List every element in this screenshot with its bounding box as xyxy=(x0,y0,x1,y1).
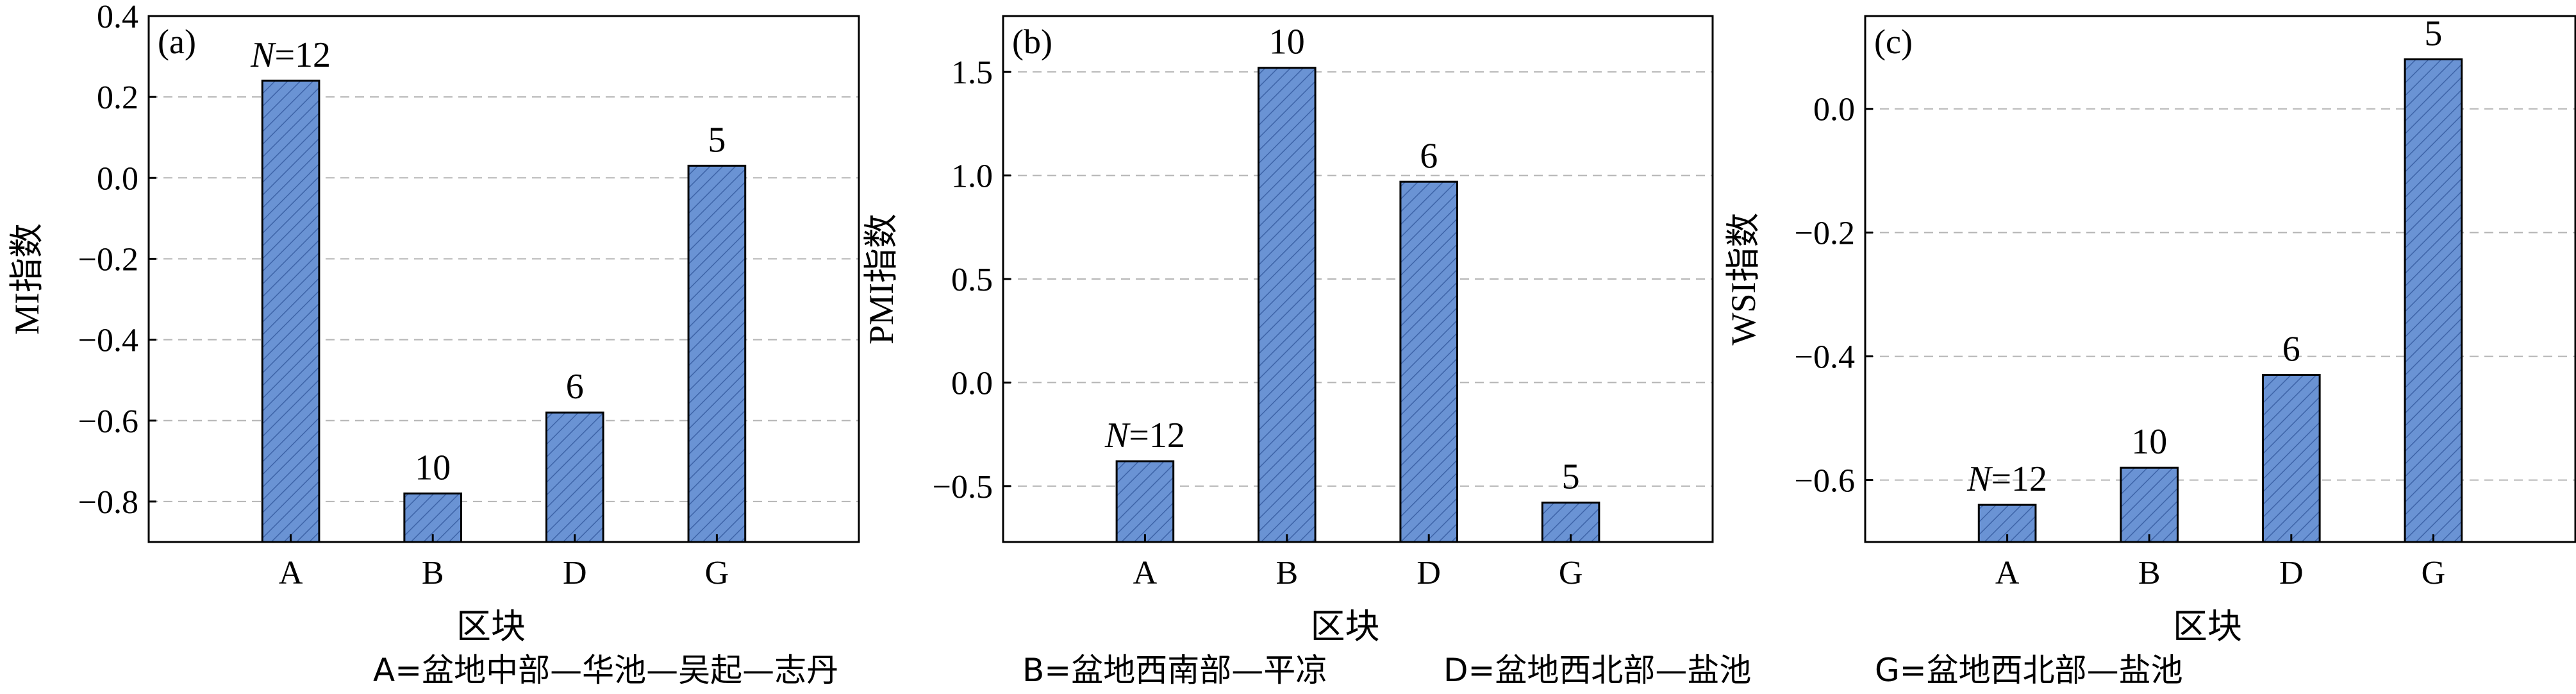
bar-B xyxy=(1258,67,1317,543)
y-tick-label: −0.6 xyxy=(1795,463,1855,500)
y-tick-label: −0.4 xyxy=(1795,339,1855,376)
x-tick-label: B xyxy=(422,555,444,591)
x-tick-label: D xyxy=(563,555,587,591)
legend-entry-d: D=盆地西北部—盐池 xyxy=(1443,652,1752,689)
bar-label-G: 5 xyxy=(1562,457,1580,497)
chart-figure: N=12 A 10 B 6 D 5 G −0.8 −0.6 −0.4 −0.2 0.0 0.2 0.4 (a)… xyxy=(8,0,2576,641)
y-tick-label: −0.2 xyxy=(1795,216,1855,252)
bar-label-B: 10 xyxy=(2131,422,2167,462)
bar-A xyxy=(261,80,320,543)
x-tick-label: A xyxy=(1133,555,1158,591)
bar-D xyxy=(1399,180,1458,543)
panel-label: (b) xyxy=(1012,22,1052,61)
y-tick-label: 1.0 xyxy=(951,158,993,195)
bar-G xyxy=(2404,58,2463,543)
x-tick-label: A xyxy=(279,555,303,591)
y-tick-label: −0.6 xyxy=(78,403,138,440)
x-tick-label: G xyxy=(1559,555,1583,591)
y-tick-label: −0.8 xyxy=(78,484,138,521)
plot-frame xyxy=(1002,15,1714,543)
legend-entry-g: G=盆地西北部—盐池 xyxy=(1875,652,2183,689)
legend: A=盆地中部—华池—吴起—志丹 B=盆地西南部—平凉 D=盆地西北部—盐池 G=… xyxy=(0,645,2576,690)
x-axis-label: 区块 xyxy=(2173,607,2242,641)
y-tick-label: −0.5 xyxy=(933,469,993,505)
y-axis-label: WSI指数 xyxy=(1724,213,1763,346)
x-tick-label: B xyxy=(2138,555,2161,591)
x-axis-label: 区块 xyxy=(1311,607,1380,641)
panel-label: (a) xyxy=(158,22,196,61)
panel-label: (c) xyxy=(1874,22,1913,61)
legend-entry-a: A=盆地中部—华池—吴起—志丹 xyxy=(373,652,839,689)
legend-entry-b: B=盆地西南部—平凉 xyxy=(1022,652,1328,689)
bar-label-A: N=12 xyxy=(250,35,331,75)
bar-label-B: 10 xyxy=(1269,22,1305,62)
x-tick-label: D xyxy=(1417,555,1441,591)
x-tick-label: B xyxy=(1276,555,1298,591)
bar-B xyxy=(403,492,463,543)
x-tick-label: D xyxy=(2279,555,2304,591)
x-axis-label: 区块 xyxy=(456,607,526,641)
bar-A xyxy=(1115,460,1175,543)
y-axis-label: MI指数 xyxy=(8,223,46,335)
y-tick-label: 1.5 xyxy=(951,55,993,91)
x-tick-label: G xyxy=(705,555,729,591)
bar-label-D: 6 xyxy=(2282,330,2300,369)
chart-panel-1: N=12 A 10 B 6 D 5 G −0.8 −0.6 −0.4 −0.2 0.0 0.2 0.4 (a)… xyxy=(8,0,860,641)
bar-label-G: 5 xyxy=(2424,14,2442,54)
y-tick-label: 0.0 xyxy=(951,365,993,402)
bar-D xyxy=(545,411,604,543)
y-tick-label: 0.0 xyxy=(1813,92,1855,128)
y-tick-label: 0.2 xyxy=(97,80,138,116)
bar-label-B: 10 xyxy=(415,448,451,487)
bar-D xyxy=(2261,374,2321,543)
plot-frame xyxy=(1864,15,2576,543)
bar-label-A: N=12 xyxy=(1966,459,2047,499)
bar-label-A: N=12 xyxy=(1104,416,1185,455)
bar-label-D: 6 xyxy=(566,367,584,407)
bar-label-G: 5 xyxy=(708,120,726,160)
x-tick-label: A xyxy=(1995,555,2020,591)
y-tick-label: 0.0 xyxy=(97,160,138,197)
y-tick-label: 0.5 xyxy=(951,262,993,298)
bar-label-D: 6 xyxy=(1420,136,1438,176)
y-axis-label: PMI指数 xyxy=(862,214,901,344)
y-tick-label: −0.4 xyxy=(78,323,138,359)
bar-G xyxy=(687,164,747,543)
plot-frame xyxy=(147,15,860,543)
x-tick-label: G xyxy=(2422,555,2446,591)
y-tick-label: −0.2 xyxy=(78,241,138,278)
y-tick-label: 0.4 xyxy=(97,0,138,35)
bar-B xyxy=(2120,466,2179,543)
